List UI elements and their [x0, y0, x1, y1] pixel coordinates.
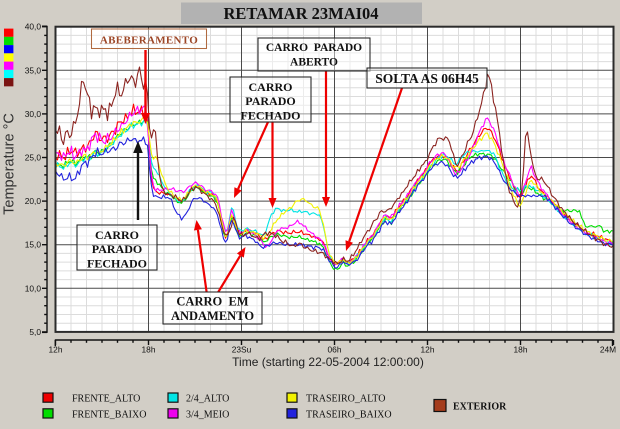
svg-text:PARADO: PARADO: [92, 242, 142, 256]
svg-text:FECHADO: FECHADO: [241, 108, 301, 122]
svg-text:35,0: 35,0: [25, 65, 42, 75]
svg-text:FRENTE_ALTO: FRENTE_ALTO: [72, 394, 140, 405]
svg-text:40,0: 40,0: [25, 22, 42, 32]
svg-text:25,0: 25,0: [25, 153, 42, 163]
svg-text:CARRO: CARRO: [95, 228, 139, 242]
svg-text:PARADO: PARADO: [245, 94, 295, 108]
svg-text:SOLTA AS 06H45: SOLTA AS 06H45: [375, 71, 479, 86]
svg-text:20,0: 20,0: [25, 196, 42, 206]
svg-text:18h: 18h: [514, 345, 528, 355]
svg-text:FRENTE_BAIXO: FRENTE_BAIXO: [72, 409, 146, 420]
svg-text:15,0: 15,0: [25, 240, 42, 250]
svg-text:CARRO: CARRO: [249, 80, 293, 94]
svg-text:Temperature °C: Temperature °C: [2, 113, 18, 215]
svg-text:12h: 12h: [49, 345, 63, 355]
svg-text:TRASEIRO_BAIXO: TRASEIRO_BAIXO: [306, 409, 392, 420]
svg-text:06h: 06h: [328, 345, 342, 355]
svg-text:2/4_ALTO: 2/4_ALTO: [186, 394, 229, 405]
svg-text:TRASEIRO_ALTO: TRASEIRO_ALTO: [306, 394, 385, 405]
svg-text:12h: 12h: [421, 345, 435, 355]
svg-text:RETAMAR 23MAI04: RETAMAR 23MAI04: [223, 4, 378, 23]
svg-text:5,0: 5,0: [29, 327, 41, 337]
svg-text:EXTERIOR: EXTERIOR: [453, 402, 507, 413]
svg-text:ABEBERAMENTO: ABEBERAMENTO: [100, 35, 198, 47]
svg-text:ABERTO: ABERTO: [290, 57, 338, 69]
svg-text:18h: 18h: [142, 345, 156, 355]
svg-text:CARRO PARADO: CARRO PARADO: [266, 42, 362, 54]
svg-text:23Su: 23Su: [232, 345, 252, 355]
svg-text:ANDAMENTO: ANDAMENTO: [171, 309, 254, 323]
svg-text:10,0: 10,0: [25, 283, 42, 293]
svg-text:FECHADO: FECHADO: [87, 256, 147, 270]
svg-text:CARRO EM: CARRO EM: [176, 295, 248, 309]
svg-text:24M: 24M: [600, 345, 616, 355]
svg-text:3/4_MEIO: 3/4_MEIO: [186, 409, 229, 420]
svg-text:Time (starting 22-05-2004 12:0: Time (starting 22-05-2004 12:00:00): [232, 355, 424, 369]
svg-text:30,0: 30,0: [25, 109, 42, 119]
